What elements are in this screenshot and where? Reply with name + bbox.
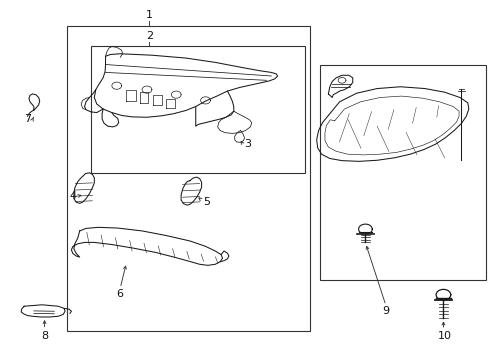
Text: 6: 6 (117, 289, 123, 300)
Text: 5: 5 (203, 197, 210, 207)
Text: 1: 1 (145, 10, 153, 21)
Bar (66, 26, 310, 330)
Text: 7: 7 (24, 114, 31, 124)
Text: 8: 8 (41, 330, 48, 341)
Bar (91, 45, 305, 173)
Text: 10: 10 (437, 330, 450, 341)
Text: 4: 4 (69, 191, 76, 201)
Text: 2: 2 (145, 31, 153, 41)
Bar (320, 65, 485, 280)
Text: 9: 9 (382, 306, 388, 316)
Text: 3: 3 (244, 139, 251, 149)
